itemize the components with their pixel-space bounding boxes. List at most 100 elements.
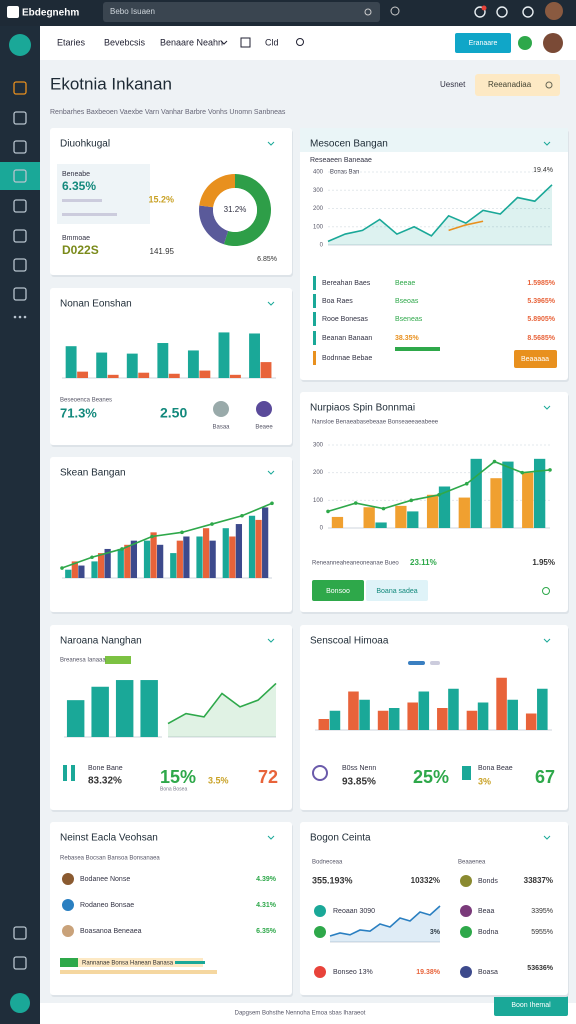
card-text: Bona Beae bbox=[478, 765, 513, 772]
card-text: Bmmoae bbox=[62, 235, 90, 242]
nav-item[interactable]: Cld bbox=[265, 37, 279, 47]
nav-avatar[interactable] bbox=[543, 33, 563, 53]
card-text: 6.35% bbox=[256, 928, 277, 935]
card-text: 5955% bbox=[531, 929, 553, 936]
filter-label[interactable]: Uesnet bbox=[440, 80, 466, 89]
icon bbox=[462, 766, 471, 780]
bar bbox=[97, 553, 105, 578]
top-icon[interactable] bbox=[496, 6, 508, 18]
side-icon[interactable] bbox=[13, 258, 27, 272]
card-chevron[interactable] bbox=[543, 638, 551, 643]
bar bbox=[375, 522, 387, 528]
bar bbox=[65, 346, 77, 378]
line-point bbox=[464, 481, 469, 486]
sidebar bbox=[0, 26, 40, 1024]
card-text: Rodaneo Bonsae bbox=[80, 902, 134, 909]
side-logo[interactable] bbox=[9, 34, 31, 56]
card-chevron[interactable] bbox=[543, 835, 551, 840]
footer-button[interactable] bbox=[494, 994, 568, 1016]
bar bbox=[183, 536, 190, 578]
side-icon[interactable] bbox=[13, 169, 27, 183]
card-text: 23.11% bbox=[410, 558, 437, 567]
search-button[interactable] bbox=[390, 6, 400, 16]
card-title: Mesocen Bangan bbox=[310, 139, 388, 150]
card-text: Bodnnae Bebae bbox=[322, 355, 372, 362]
line-point bbox=[60, 566, 64, 570]
card-chevron[interactable] bbox=[267, 470, 275, 475]
card-chevron[interactable] bbox=[267, 301, 275, 306]
card-text: Beneabe bbox=[62, 171, 90, 178]
side-bottom[interactable] bbox=[10, 993, 30, 1013]
card-text: 38.35% bbox=[395, 335, 420, 342]
card-text: Bseneas bbox=[395, 316, 423, 323]
nav-item[interactable]: Bevebcsis bbox=[104, 37, 146, 47]
card-text: 1.5985% bbox=[527, 280, 555, 287]
bar bbox=[77, 371, 89, 378]
bar bbox=[438, 486, 451, 528]
line-point bbox=[120, 547, 124, 551]
nav-item[interactable]: Etaries bbox=[57, 37, 86, 47]
donut-slice bbox=[199, 205, 229, 245]
card-text: 3% bbox=[478, 776, 491, 786]
card-text: Beaee bbox=[255, 425, 273, 431]
card-chevron[interactable] bbox=[267, 835, 275, 840]
row-icon bbox=[314, 905, 326, 917]
bar bbox=[78, 565, 85, 578]
side-icon[interactable] bbox=[13, 229, 27, 243]
line-point bbox=[270, 501, 274, 506]
button[interactable] bbox=[366, 580, 428, 601]
bar bbox=[496, 677, 507, 730]
card-chevron[interactable] bbox=[267, 638, 275, 643]
search-box[interactable] bbox=[103, 2, 380, 22]
card-text: Reoaan 3090 bbox=[333, 908, 375, 915]
card-text: 19.4% bbox=[533, 167, 553, 174]
card-text: Beaaaaa bbox=[521, 356, 549, 363]
line-point bbox=[353, 501, 358, 505]
bar bbox=[91, 686, 109, 737]
line-point bbox=[437, 493, 441, 497]
card-text: Boasa bbox=[478, 969, 498, 976]
avatar[interactable] bbox=[545, 2, 563, 20]
card-text: Boasanoa Beneaea bbox=[80, 928, 142, 935]
card-text: 1.95% bbox=[532, 558, 555, 567]
line-point bbox=[210, 522, 214, 526]
footer-text: Dapgsem Bohsthe Nennoha Emoa sbas Iharae… bbox=[235, 1011, 366, 1017]
side-icon[interactable] bbox=[13, 926, 27, 940]
side-icon[interactable] bbox=[13, 140, 27, 154]
card-text: 10332% bbox=[411, 876, 440, 885]
button[interactable] bbox=[312, 580, 364, 601]
nav-item[interactable]: Benaare Neahn bbox=[160, 37, 223, 47]
side-more bbox=[18, 315, 22, 319]
side-icon[interactable] bbox=[13, 111, 27, 125]
card-chevron[interactable] bbox=[543, 405, 551, 410]
row-icon bbox=[62, 899, 74, 911]
side-icon[interactable] bbox=[13, 287, 27, 301]
side-icon[interactable] bbox=[13, 956, 27, 970]
top-icon[interactable] bbox=[522, 6, 534, 18]
header-search-icon bbox=[545, 81, 553, 89]
card bbox=[50, 822, 292, 995]
nav-button[interactable] bbox=[455, 33, 511, 53]
card-chevron[interactable] bbox=[543, 141, 551, 146]
top-icon[interactable] bbox=[474, 6, 486, 18]
y-tick-label: 0 bbox=[320, 526, 324, 532]
card-title: Bogon Ceinta bbox=[310, 833, 371, 844]
row-button[interactable] bbox=[514, 350, 557, 368]
card-text: 2.50 bbox=[160, 405, 187, 421]
header-search[interactable] bbox=[475, 74, 560, 96]
card-chevron[interactable] bbox=[267, 141, 275, 146]
bar bbox=[318, 719, 330, 730]
side-icon[interactable] bbox=[13, 81, 27, 95]
card-text: Boa Raes bbox=[322, 298, 353, 305]
progress bbox=[395, 347, 440, 351]
side-icon[interactable] bbox=[13, 199, 27, 213]
bar bbox=[477, 702, 489, 730]
nav-search[interactable] bbox=[296, 38, 304, 46]
stat-rule bbox=[62, 213, 117, 216]
card-text: Bodanee Nonse bbox=[80, 876, 130, 883]
bar bbox=[525, 713, 537, 730]
row-marker bbox=[313, 312, 316, 326]
y-tick-label: 100 bbox=[313, 224, 324, 230]
card-title: Diuohkugal bbox=[60, 139, 110, 150]
